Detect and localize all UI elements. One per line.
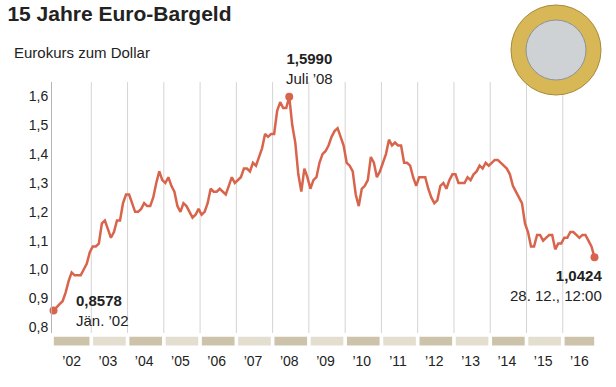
svg-text:0,8578Jän. ’02: 0,8578Jän. ’02: [76, 292, 129, 329]
svg-text:1,6: 1,6: [29, 88, 49, 104]
svg-text:’12: ’12: [425, 353, 444, 369]
svg-text:1,042428. 12., 12:00: 1,042428. 12., 12:00: [510, 267, 602, 304]
svg-text:0,8: 0,8: [29, 319, 49, 335]
svg-text:1,3: 1,3: [29, 175, 49, 191]
svg-text:’02: ’02: [62, 353, 81, 369]
svg-text:15 Jahre Euro-Bargeld: 15 Jahre Euro-Bargeld: [7, 2, 231, 25]
svg-text:1,1: 1,1: [29, 233, 49, 249]
svg-text:’04: ’04: [135, 353, 154, 369]
svg-text:’11: ’11: [389, 353, 407, 369]
svg-text:0,9: 0,9: [29, 290, 49, 306]
svg-text:’14: ’14: [497, 353, 516, 369]
svg-text:Eurokurs zum Dollar: Eurokurs zum Dollar: [14, 44, 150, 61]
svg-text:1,5990Juli ’08: 1,5990Juli ’08: [286, 50, 333, 87]
svg-text:’07: ’07: [244, 353, 263, 369]
svg-text:’13: ’13: [461, 353, 480, 369]
svg-text:’03: ’03: [99, 353, 118, 369]
svg-text:1,0: 1,0: [29, 261, 49, 277]
svg-text:’09: ’09: [316, 353, 335, 369]
svg-text:’10: ’10: [352, 353, 371, 369]
svg-text:’06: ’06: [207, 353, 226, 369]
svg-text:’15: ’15: [534, 353, 553, 369]
svg-text:1,5: 1,5: [29, 117, 49, 133]
svg-text:’16: ’16: [570, 353, 589, 369]
svg-text:1,2: 1,2: [29, 204, 49, 220]
svg-text:’08: ’08: [280, 353, 299, 369]
svg-text:’05: ’05: [171, 353, 190, 369]
svg-text:1,4: 1,4: [29, 146, 49, 162]
